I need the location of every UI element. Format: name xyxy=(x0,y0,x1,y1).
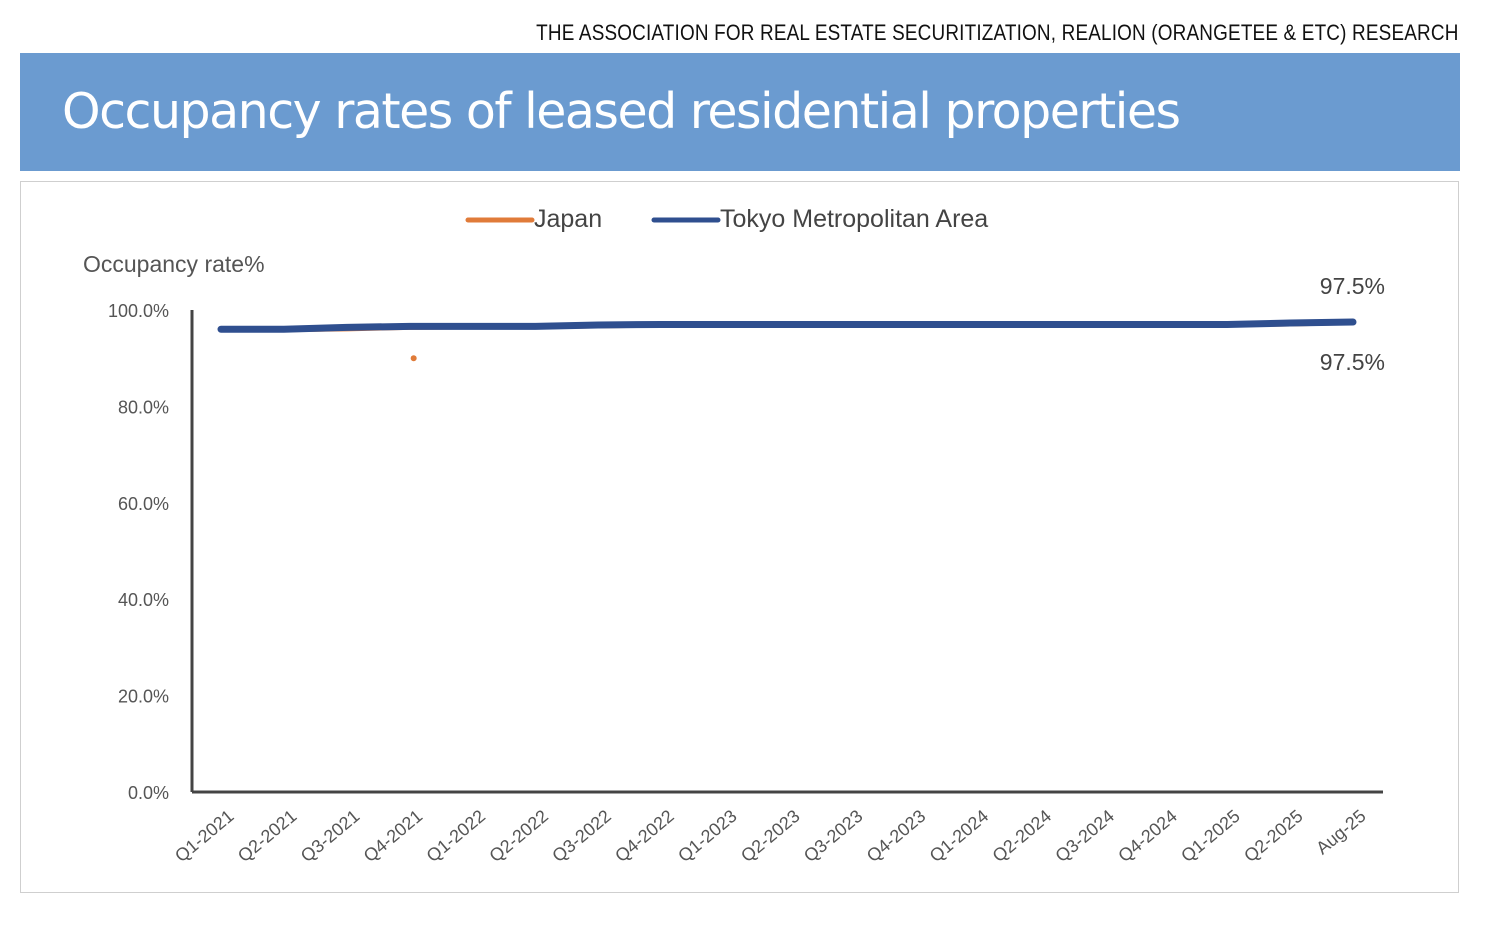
x-tick-label: Q4-2024 xyxy=(1114,806,1181,866)
end-label-japan: 97.5% xyxy=(1320,349,1385,375)
y-tick-label: 100.0% xyxy=(108,301,169,321)
y-axis-title: Occupancy rate% xyxy=(83,251,265,277)
x-tick-label: Q2-2025 xyxy=(1240,806,1307,866)
y-tick-label: 80.0% xyxy=(118,397,169,417)
x-tick-label: Q4-2022 xyxy=(611,806,678,866)
x-tick-label: Q2-2021 xyxy=(234,806,301,866)
x-tick-label: Q3-2022 xyxy=(548,806,615,866)
x-tick-label: Q3-2021 xyxy=(297,806,364,866)
chart-panel: Occupancy rate% 0.0% 20.0% 40.0% 60.0% 80.0% 1… xyxy=(20,181,1459,893)
y-tick-label: 20.0% xyxy=(118,687,169,707)
source-credit: THE ASSOCIATION FOR REAL ESTATE SECURITI… xyxy=(536,20,1459,45)
legend-label-1: Tokyo Metropolitan Area xyxy=(720,205,988,233)
x-tick-label: Q1-2024 xyxy=(926,806,993,866)
x-tick-label: Q1-2021 xyxy=(171,806,238,866)
page-title: Occupancy rates of leased residential pr… xyxy=(62,83,1181,140)
x-tick-label: Q2-2023 xyxy=(737,806,804,866)
x-tick-label: Q2-2022 xyxy=(485,806,552,866)
x-tick-label: Aug-25 xyxy=(1312,806,1369,859)
x-tick-label: Q1-2022 xyxy=(423,806,490,866)
line-chart: Occupancy rate% 0.0% 20.0% 40.0% 60.0% 80.0% 1… xyxy=(83,205,1385,866)
title-banner: Occupancy rates of leased residential pr… xyxy=(20,53,1460,171)
y-tick-label: 60.0% xyxy=(118,494,169,514)
series-line-1 xyxy=(217,318,1357,333)
x-tick-label: Q4-2021 xyxy=(360,806,427,866)
x-tick-label: Q1-2025 xyxy=(1177,806,1244,866)
japan-marker-point xyxy=(410,355,417,362)
y-tick-label: 40.0% xyxy=(118,590,169,610)
x-tick-label: Q2-2024 xyxy=(989,806,1056,866)
x-tick-label: Q1-2023 xyxy=(674,806,741,866)
x-tick-label: Q4-2023 xyxy=(863,806,930,866)
x-tick-label: Q3-2023 xyxy=(800,806,867,866)
end-label-tokyo: 97.5% xyxy=(1320,273,1385,299)
x-tick-label: Q3-2024 xyxy=(1051,806,1118,866)
legend-label-0: Japan xyxy=(534,205,602,233)
y-tick-label: 0.0% xyxy=(128,783,169,803)
